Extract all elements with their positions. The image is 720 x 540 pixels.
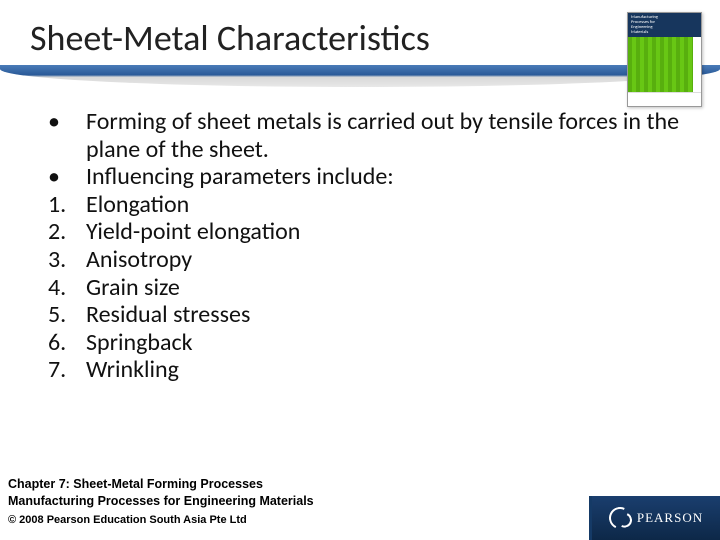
pearson-wordmark: PEARSON [637, 510, 703, 526]
book-cover-footer [628, 92, 701, 106]
list-text: Elongation [86, 191, 690, 219]
list-text: Springback [86, 329, 690, 357]
slide-title: Sheet-Metal Characteristics [30, 16, 430, 60]
footer-copyright: © 2008 Pearson Education South Asia Pte … [8, 514, 590, 526]
bullet-marker: • [44, 163, 86, 191]
footer-chapter: Chapter 7: Sheet-Metal Forming Processes [8, 476, 590, 493]
footer: Chapter 7: Sheet-Metal Forming Processes… [8, 476, 590, 526]
list-item: 7. Wrinkling [44, 356, 690, 384]
list-item: 5. Residual stresses [44, 301, 690, 329]
list-item: 4. Grain size [44, 274, 690, 302]
list-text: Forming of sheet metals is carried out b… [86, 108, 690, 163]
number-marker: 4. [44, 274, 86, 302]
bullet-marker: • [44, 108, 86, 136]
list-text: Anisotropy [86, 246, 690, 274]
list-text: Yield-point elongation [86, 218, 690, 246]
number-marker: 1. [44, 191, 86, 219]
list-text: Residual stresses [86, 301, 690, 329]
list-text: Wrinkling [86, 356, 690, 384]
number-marker: 2. [44, 218, 86, 246]
pearson-logo-bar: PEARSON [592, 496, 720, 540]
list-item: 6. Springback [44, 329, 690, 357]
header-band [0, 65, 720, 87]
list-item: 3. Anisotropy [44, 246, 690, 274]
number-marker: 6. [44, 329, 86, 357]
book-cover-image [628, 37, 701, 92]
number-marker: 7. [44, 356, 86, 384]
book-cover-line: Materials [631, 30, 698, 35]
list-item: 1. Elongation [44, 191, 690, 219]
list-text: Grain size [86, 274, 690, 302]
number-marker: 5. [44, 301, 86, 329]
book-cover-thumbnail: Manufacturing Processes for Engineering … [627, 12, 702, 107]
list-item: • Influencing parameters include: [44, 163, 690, 191]
pearson-swirl-icon [606, 504, 634, 532]
book-cover-title-block: Manufacturing Processes for Engineering … [628, 13, 701, 37]
content-list: • Forming of sheet metals is carried out… [44, 108, 690, 384]
number-marker: 3. [44, 246, 86, 274]
list-text: Influencing parameters include: [86, 163, 690, 191]
list-item: • Forming of sheet metals is carried out… [44, 108, 690, 163]
list-item: 2. Yield-point elongation [44, 218, 690, 246]
footer-book: Manufacturing Processes for Engineering … [8, 493, 590, 510]
